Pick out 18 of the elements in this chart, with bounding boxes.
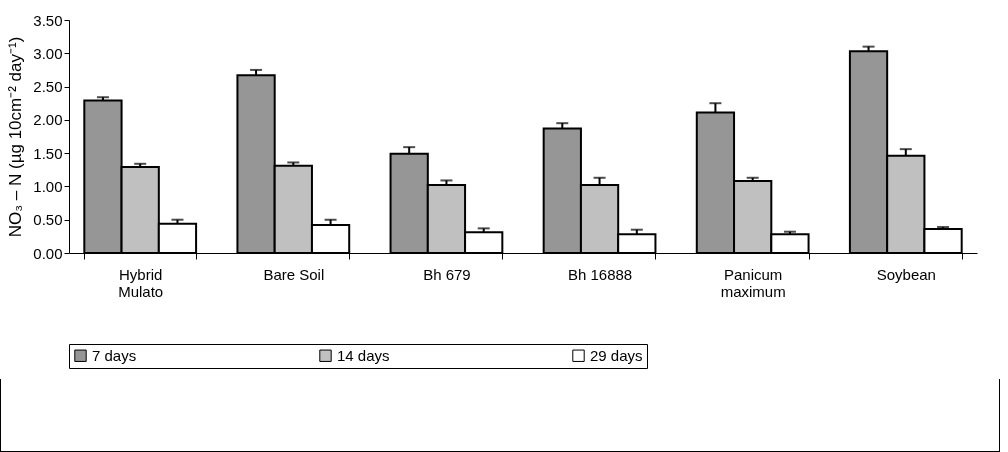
x-tick-label: Bare Soil — [263, 265, 325, 283]
y-tick-label: 0.00 — [33, 244, 63, 262]
x-tick-label: Bh 679 — [423, 265, 471, 283]
y-tick-label: 3.50 — [33, 11, 63, 29]
x-tick-label: Panicum maximum — [720, 265, 786, 300]
y-tick-label: 2.00 — [33, 111, 63, 129]
y-tick-label: 1.00 — [33, 177, 63, 195]
y-tick-label: 3.00 — [33, 44, 63, 62]
x-tick-label: Bh 16888 — [567, 265, 633, 283]
legend-label: 7 days — [92, 346, 137, 364]
legend-label: 14 days — [337, 346, 390, 364]
x-tick-label: Soybean — [876, 265, 936, 283]
y-tick-label: 2.50 — [33, 78, 63, 96]
x-tick-label: Hybrid Mulato — [118, 265, 164, 300]
y-tick-label: 0.50 — [33, 211, 63, 229]
y-tick-label: 1.50 — [33, 144, 63, 162]
y-axis-title: NO₃ – N (µg 10cm⁻² day⁻¹) — [6, 36, 26, 238]
legend-label: 29 days — [590, 346, 643, 364]
